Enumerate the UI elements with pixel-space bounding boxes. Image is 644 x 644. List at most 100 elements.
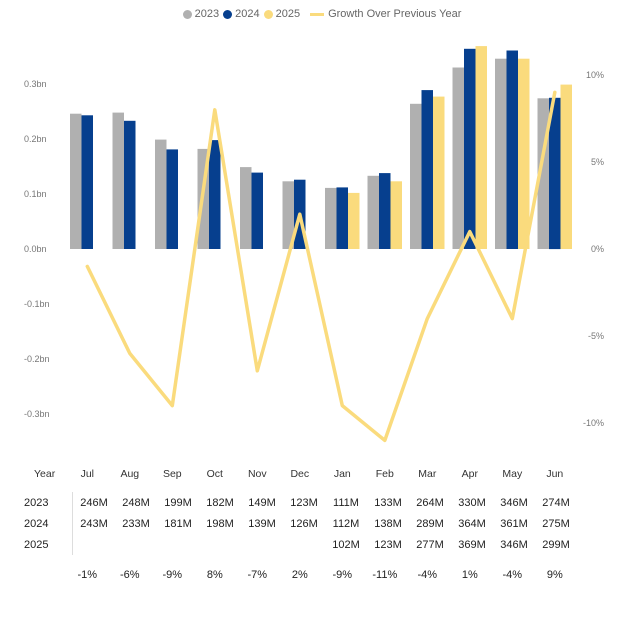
y-right-tick: 5% xyxy=(591,157,604,167)
table-cell xyxy=(115,534,157,555)
bar-2024-sep[interactable] xyxy=(166,149,179,249)
bar-2025-jun[interactable] xyxy=(560,84,573,249)
table-row-label: 2025 xyxy=(24,538,49,551)
bar-2023-feb[interactable] xyxy=(367,175,380,249)
x-tick-label: Sep xyxy=(163,468,182,480)
legend-line-growth xyxy=(310,12,325,16)
table-cell: 138M xyxy=(374,517,402,530)
x-tick-label: May xyxy=(502,468,523,480)
bar-2024-mar[interactable] xyxy=(421,90,434,249)
bar-2024-nov[interactable] xyxy=(251,172,264,249)
legend-item-2025[interactable]: 2025 xyxy=(263,8,300,20)
table-cell xyxy=(72,534,115,555)
table-row-2024: 2024 243M 233M 181M 198M 139M 126M 112M 138M 289M… xyxy=(18,513,577,534)
table-cell: 198M xyxy=(206,517,234,530)
x-tick-label: Aug xyxy=(120,468,139,480)
data-table: 2023 246M 248M 199M 182M 149M 123M 111M 133M 264M… xyxy=(18,492,577,555)
table-cell: 289M xyxy=(416,517,444,530)
combo-chart: 0.3bn 0.2bn 0.1bn 0.0bn -0.1bn -0.2bn -0.3bn 10… xyxy=(24,46,604,480)
bar-2024-aug[interactable] xyxy=(124,120,136,249)
growth-cell: -6% xyxy=(120,569,140,581)
x-tick-label: Apr xyxy=(462,468,479,480)
table-cell: 112M xyxy=(332,517,360,530)
legend-swatch-2025 xyxy=(263,9,273,19)
table-row-2025: 2025 102M 123M 277M 369M 346M 299M xyxy=(18,534,577,555)
bar-2024-feb[interactable] xyxy=(379,173,391,249)
bar-2024-may[interactable] xyxy=(506,50,519,250)
growth-line[interactable] xyxy=(85,90,557,443)
bar-2023-jan[interactable] xyxy=(325,187,337,249)
x-tick-label: Dec xyxy=(290,468,309,480)
y-right-tick: 10% xyxy=(586,70,604,80)
bar-2023-may[interactable] xyxy=(495,58,507,250)
growth-cell: 8% xyxy=(206,569,223,581)
bar-2023-dec[interactable] xyxy=(282,181,295,249)
bar-2023-nov[interactable] xyxy=(240,167,252,249)
x-tick-label: Jun xyxy=(546,468,563,480)
y-left-tick: -0.2bn xyxy=(24,354,50,364)
growth-cell: -1% xyxy=(77,569,98,581)
table-cell: 182M xyxy=(206,496,234,509)
table-cell: 199M xyxy=(164,496,192,509)
bar-2024-jun[interactable] xyxy=(549,97,561,250)
table-cell xyxy=(199,534,241,555)
table-cell: 233M xyxy=(122,517,150,530)
table-cell xyxy=(241,534,283,555)
table-cell: 346M xyxy=(500,538,528,551)
bar-2023-mar[interactable] xyxy=(410,103,422,249)
table-cell: 139M xyxy=(248,517,276,530)
growth-cell: 9% xyxy=(546,569,563,581)
table-cell: 123M xyxy=(290,496,318,509)
bar-2024-jan[interactable] xyxy=(336,187,349,249)
table-cell: 243M xyxy=(72,513,115,534)
table-cell: 246M xyxy=(72,492,115,513)
y-right-tick: -5% xyxy=(588,331,604,341)
legend-item-2024[interactable]: 2024 xyxy=(223,8,260,20)
y-right-tick: 0% xyxy=(591,244,604,254)
bar-2023-jul[interactable] xyxy=(70,113,82,249)
x-tick-label: Nov xyxy=(248,468,267,480)
x-tick-label: Oct xyxy=(207,468,223,480)
table-cell: 346M xyxy=(500,496,528,509)
bar-2024-oct[interactable] xyxy=(209,140,221,249)
table-header-year: Year xyxy=(34,468,56,480)
table-cell: 274M xyxy=(542,496,570,509)
table-cell: 330M xyxy=(458,496,486,509)
bar-2023-apr[interactable] xyxy=(452,67,465,250)
table-cell: 181M xyxy=(164,517,192,530)
growth-cell: -9% xyxy=(162,569,183,581)
bar-2025-jan[interactable] xyxy=(348,192,360,249)
bar-2025-may[interactable] xyxy=(518,58,530,250)
table-cell: 111M xyxy=(333,496,359,509)
bar-2025-feb[interactable] xyxy=(390,181,403,249)
table-cell: 149M xyxy=(248,496,276,509)
legend-label-growth: Growth Over Previous Year xyxy=(328,8,462,20)
bar-2024-jul[interactable] xyxy=(81,115,94,249)
table-cell xyxy=(157,534,199,555)
legend-label-2023: 2023 xyxy=(194,8,220,20)
chart-legend: 2023 2024 2025 Growth Over Previous Year xyxy=(0,8,644,20)
growth-row: -1% -6% -9% 8% -7% 2% -9% -11% -4% 1% -4% 9% xyxy=(0,566,644,586)
growth-cell: -4% xyxy=(502,569,523,581)
legend-item-growth[interactable]: Growth Over Previous Year xyxy=(304,8,461,20)
bar-2025-mar[interactable] xyxy=(433,96,445,249)
y-right-tick: -10% xyxy=(583,418,604,428)
growth-cell: -4% xyxy=(417,569,438,581)
bar-2023-aug[interactable] xyxy=(112,112,125,249)
bar-2023-sep[interactable] xyxy=(155,139,167,249)
table-cell: 277M xyxy=(416,538,444,551)
x-tick-label: Feb xyxy=(376,468,394,480)
legend-label-2024: 2024 xyxy=(235,8,260,20)
table-cell: 264M xyxy=(416,496,444,509)
bar-2024-apr[interactable] xyxy=(464,48,476,249)
bar-2025-apr[interactable] xyxy=(475,46,488,249)
growth-cell: -11% xyxy=(372,569,398,581)
legend-item-2023[interactable]: 2023 xyxy=(182,8,220,20)
bar-2023-jun[interactable] xyxy=(537,98,550,249)
table-cell: 123M xyxy=(374,538,402,551)
growth-cell: 2% xyxy=(291,569,308,581)
table-cell: 102M xyxy=(332,538,360,551)
legend-swatch-2024 xyxy=(223,9,233,19)
table-cell: 364M xyxy=(458,517,486,530)
table-cell: 275M xyxy=(542,517,570,530)
